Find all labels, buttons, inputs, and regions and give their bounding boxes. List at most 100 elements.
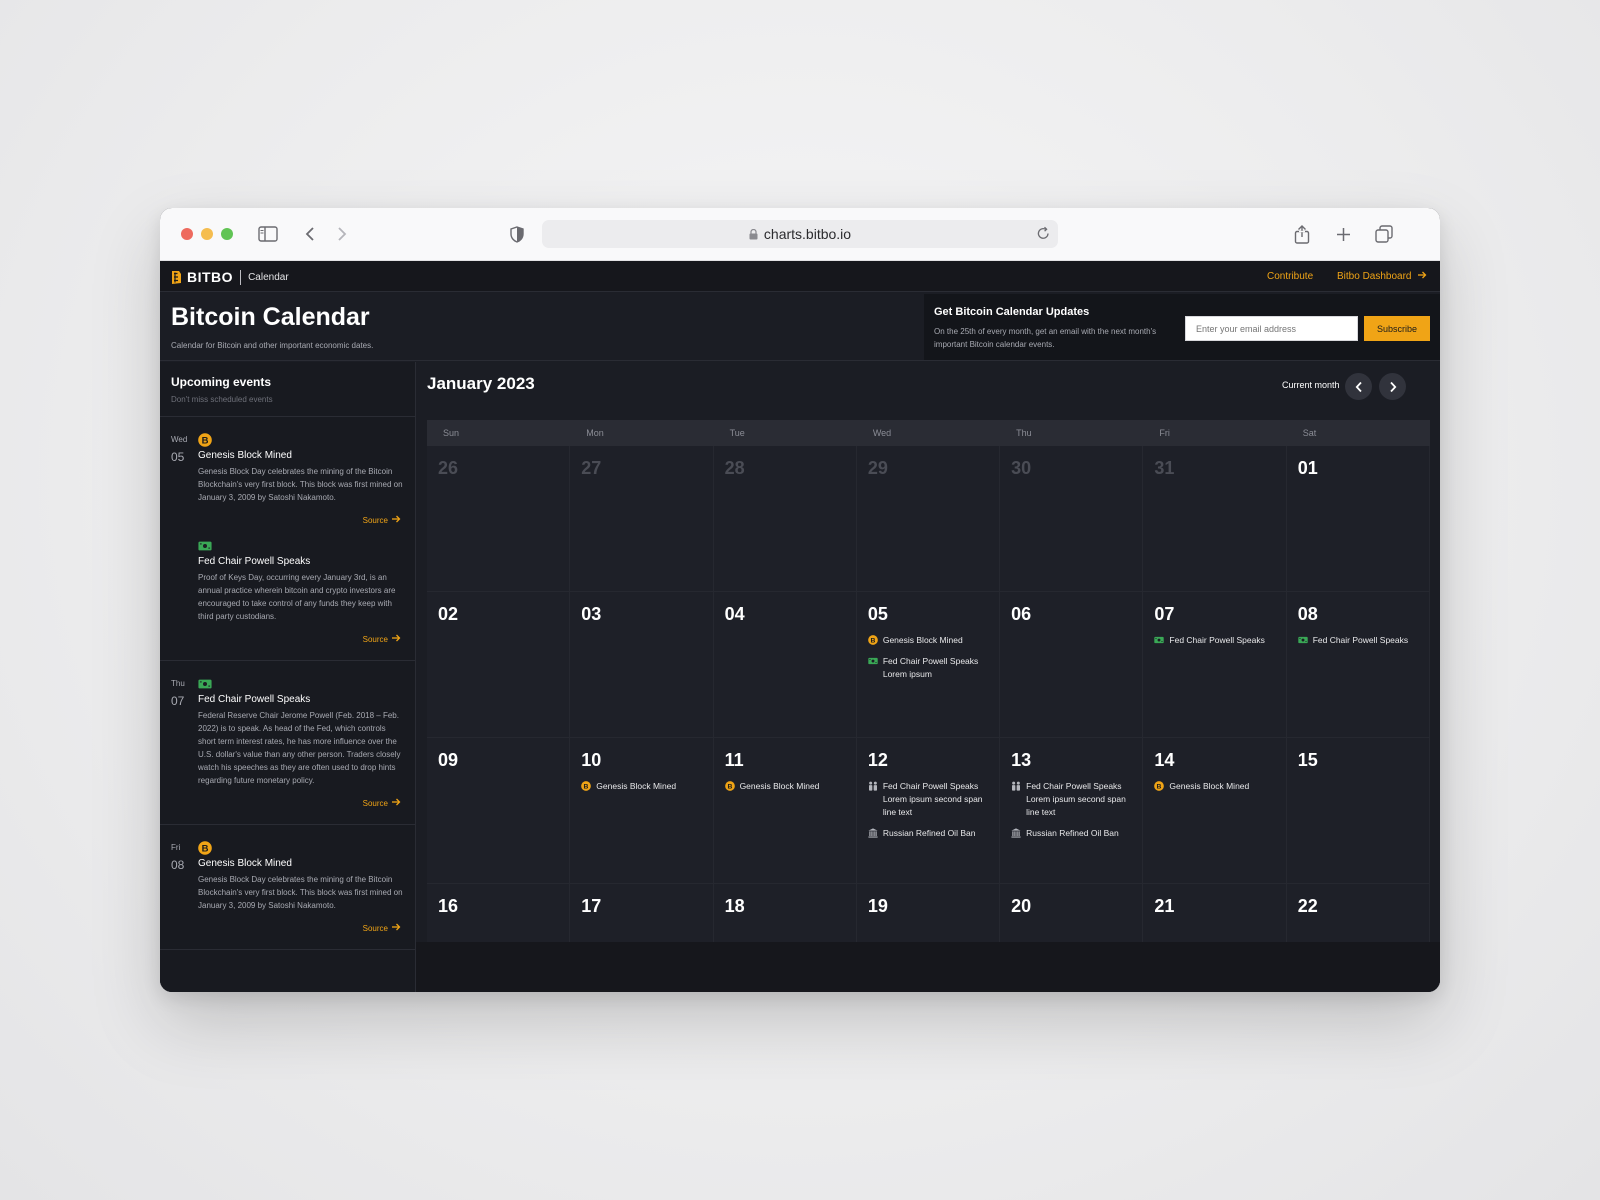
calendar-day-cell[interactable]: 15 — [1286, 738, 1430, 884]
calendar-event[interactable]: B Genesis Block Mined — [724, 780, 846, 793]
bitbo-logo[interactable]: BITBO Calendar — [170, 269, 289, 285]
event-title[interactable]: Fed Chair Powell Speaks — [198, 694, 311, 705]
event-day-group: Fri 08 B Genesis Block Mined Genesis Block D… — [160, 825, 415, 950]
calendar-event[interactable]: Russian Refined Oil Ban — [868, 827, 989, 840]
event-day-number: 07 — [171, 694, 185, 708]
minimize-window-button[interactable] — [201, 228, 213, 240]
calendar-day-cell[interactable]: 02 — [427, 592, 571, 738]
calendar-day-cell[interactable]: 03 — [570, 592, 714, 738]
email-input[interactable] — [1185, 316, 1358, 341]
calendar-day-cell[interactable]: 19 — [856, 884, 1001, 942]
calendar-event-label: Fed Chair Powell Speaks Lorem ipsum seco… — [882, 781, 983, 817]
people-icon — [868, 781, 878, 791]
month-title: January 2023 — [427, 374, 535, 393]
calendar-day-cell[interactable]: 31 — [1143, 446, 1287, 592]
close-window-button[interactable] — [181, 228, 193, 240]
weekday-header: Sun Mon Tue Wed Thu Fri Sat — [427, 420, 1430, 446]
calendar-day-cell[interactable]: 06 — [1000, 592, 1144, 738]
calendar-day-cell[interactable]: 07 Fed Chair Powell Speaks — [1143, 592, 1287, 738]
event-title[interactable]: Fed Chair Powell Speaks — [198, 556, 311, 567]
source-label: Source — [362, 924, 388, 933]
weekday-label: Sat — [1302, 428, 1317, 438]
back-icon[interactable] — [298, 222, 322, 246]
bitcoin-calendar-app: BITBO Calendar Contribute Bitbo Dashboar… — [160, 261, 1440, 992]
event-weekday: Thu — [171, 679, 185, 688]
calendar-day-cell[interactable]: 16 — [427, 884, 571, 942]
calendar-weeks: 26 27 28 29 30 31 01 02 03 04 05 B Genesis Block Min… — [427, 446, 1430, 942]
section-label: Calendar — [248, 271, 289, 283]
day-number: 31 — [1154, 458, 1175, 478]
calendar-day-cell[interactable]: 20 — [1000, 884, 1144, 942]
source-link[interactable]: Source — [198, 634, 403, 644]
svg-text:B: B — [202, 843, 209, 854]
people-icon — [1011, 781, 1021, 791]
source-link[interactable]: Source — [198, 798, 403, 808]
current-month-button[interactable]: Current month — [1282, 380, 1340, 390]
calendar-event[interactable]: Russian Refined Oil Ban — [1011, 827, 1132, 840]
calendar-event[interactable]: Fed Chair Powell Speaks Lorem ipsum seco… — [1011, 780, 1132, 819]
zoom-window-button[interactable] — [221, 228, 233, 240]
svg-text:B: B — [870, 637, 875, 644]
tab-overview-icon[interactable] — [1372, 222, 1396, 246]
event-day-group: Wed 05 B Genesis Block Mined Genesis Block D… — [160, 417, 415, 661]
reload-icon[interactable] — [1037, 226, 1050, 240]
page-title: Bitcoin Calendar — [171, 303, 370, 331]
calendar-event[interactable]: B Genesis Block Mined — [1154, 780, 1275, 793]
calendar-day-cell[interactable]: 27 — [570, 446, 714, 592]
source-link[interactable]: Source — [198, 923, 403, 933]
bitbo-dashboard-link[interactable]: Bitbo Dashboard — [1337, 271, 1427, 282]
event-title[interactable]: Genesis Block Mined — [198, 450, 292, 461]
calendar-area: January 2023 Current month Sun Mon Tue Wed T… — [416, 362, 1440, 992]
weekday-label: Fri — [1159, 428, 1170, 438]
forward-icon[interactable] — [330, 222, 354, 246]
sidebar-toggle-icon[interactable] — [256, 222, 280, 246]
calendar-day-cell[interactable]: 17 — [570, 884, 714, 942]
source-link[interactable]: Source — [198, 515, 403, 525]
svg-text:B: B — [584, 783, 589, 790]
share-icon[interactable] — [1290, 222, 1314, 246]
address-bar[interactable]: charts.bitbo.io — [542, 220, 1058, 248]
day-number: 10 — [581, 750, 602, 770]
next-month-button[interactable] — [1379, 373, 1406, 400]
new-tab-icon[interactable] — [1331, 222, 1355, 246]
calendar-day-cell[interactable]: 14 B Genesis Block Mined — [1143, 738, 1287, 884]
day-number: 20 — [1011, 896, 1032, 916]
calendar-event[interactable]: Fed Chair Powell Speaks Lorem ipsum — [868, 655, 989, 681]
subscribe-button[interactable]: Subscribe — [1364, 316, 1430, 341]
upcoming-events-sidebar: Upcoming events Don't miss scheduled eve… — [160, 362, 416, 992]
calendar-day-cell[interactable]: 13 Fed Chair Powell Speaks Lorem ipsum se… — [1000, 738, 1144, 884]
upcoming-event: Fed Chair Powell Speaks Federal Reserve C… — [160, 677, 415, 808]
calendar-day-cell[interactable]: 08 Fed Chair Powell Speaks — [1286, 592, 1430, 738]
shield-icon[interactable] — [505, 222, 529, 246]
arrow-right-icon — [388, 798, 401, 808]
calendar-event[interactable]: Fed Chair Powell Speaks Lorem ipsum seco… — [868, 780, 989, 819]
calendar-day-cell[interactable]: 21 — [1143, 884, 1287, 942]
day-number: 13 — [1011, 750, 1032, 770]
newsletter-title: Get Bitcoin Calendar Updates — [934, 306, 1090, 318]
calendar-day-cell[interactable]: 30 — [1000, 446, 1144, 592]
calendar-event[interactable]: B Genesis Block Mined — [581, 780, 702, 793]
calendar-day-cell[interactable]: 28 — [713, 446, 857, 592]
calendar-day-cell[interactable]: 09 — [427, 738, 571, 884]
contribute-link[interactable]: Contribute — [1267, 271, 1314, 282]
day-number: 16 — [438, 896, 459, 916]
calendar-day-cell[interactable]: 29 — [856, 446, 1001, 592]
calendar-day-cell[interactable]: 11 B Genesis Block Mined — [713, 738, 857, 884]
calendar-day-cell[interactable]: 26 — [427, 446, 571, 592]
calendar-day-cell[interactable]: 10 B Genesis Block Mined — [570, 738, 714, 884]
calendar-day-cell[interactable]: 04 — [713, 592, 857, 738]
calendar-event-label: Genesis Block Mined — [882, 635, 963, 645]
calendar-day-cell[interactable]: 05 B Genesis Block Mined Fed Chair Powell S… — [856, 592, 1001, 738]
cash-icon — [198, 677, 212, 691]
calendar-event[interactable]: Fed Chair Powell Speaks — [1298, 634, 1419, 647]
weekday-label: Mon — [586, 428, 604, 438]
calendar-day-cell[interactable]: 18 — [713, 884, 857, 942]
calendar-day-cell[interactable]: 22 — [1286, 884, 1430, 942]
event-title[interactable]: Genesis Block Mined — [198, 858, 292, 869]
previous-month-button[interactable] — [1345, 373, 1372, 400]
calendar-day-cell[interactable]: 12 Fed Chair Powell Speaks Lorem ipsum se… — [856, 738, 1001, 884]
calendar-event[interactable]: B Genesis Block Mined — [867, 634, 989, 647]
calendar-day-cell[interactable]: 01 — [1286, 446, 1430, 592]
calendar-event[interactable]: Fed Chair Powell Speaks — [1154, 634, 1275, 647]
svg-text:B: B — [1157, 783, 1162, 790]
